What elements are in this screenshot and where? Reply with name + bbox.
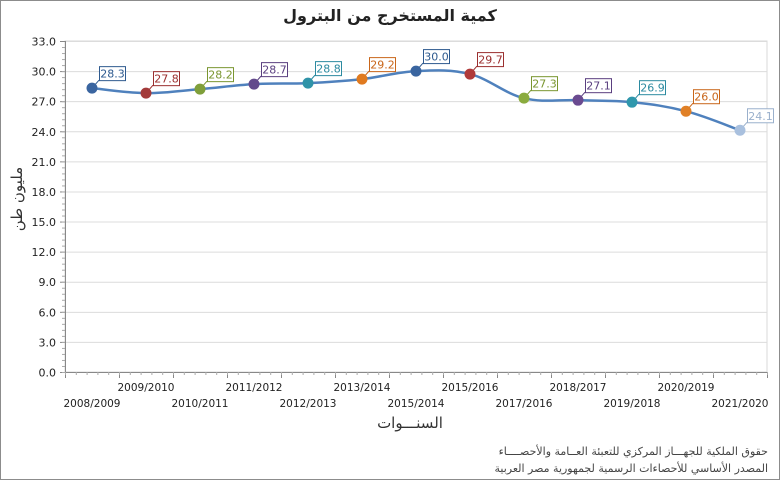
y-tick-label: 6.0 xyxy=(39,306,57,319)
data-point[interactable] xyxy=(626,96,638,108)
y-tick-label: 0.0 xyxy=(39,367,57,380)
data-label-box xyxy=(585,78,612,94)
y-tick-label: 27.0 xyxy=(32,96,57,109)
data-label-box xyxy=(747,108,774,124)
data-label-box xyxy=(315,61,342,77)
data-label: 24.1 xyxy=(748,110,773,123)
y-axis-label-text: مليون طن xyxy=(8,166,26,232)
data-label: 28.7 xyxy=(262,64,287,77)
x-tick-label: 2021/2020 xyxy=(712,398,769,410)
x-tick-label: 2020/2019 xyxy=(658,382,715,394)
data-label: 29.7 xyxy=(478,54,503,67)
data-point[interactable] xyxy=(140,87,152,99)
x-tick-label: 2018/2017 xyxy=(550,382,607,394)
x-tick-label: 2015/2016 xyxy=(442,382,499,394)
x-tick-label: 2015/2014 xyxy=(388,398,445,410)
data-point[interactable] xyxy=(86,82,98,94)
x-tick-label: 2009/2010 xyxy=(118,382,175,394)
data-label-box xyxy=(261,62,288,78)
y-tick-label: 15.0 xyxy=(32,216,57,229)
x-tick-label: 2011/2012 xyxy=(226,382,283,394)
data-label: 28.3 xyxy=(100,68,125,81)
data-point[interactable] xyxy=(248,78,260,90)
series-line xyxy=(91,69,741,132)
data-label-box xyxy=(369,57,396,73)
data-label-box xyxy=(207,67,234,83)
data-label-box xyxy=(531,76,558,92)
data-label-box xyxy=(99,66,126,82)
y-tick-label: 12.0 xyxy=(32,246,57,259)
data-label: 27.3 xyxy=(532,78,557,91)
footer-line-1: حقوق الملكية للجهـــاز المركزي للتعبئة ا… xyxy=(498,445,768,458)
data-label-box xyxy=(693,89,720,105)
data-label: 30.0 xyxy=(424,51,449,64)
data-label-box xyxy=(423,49,450,65)
x-tick-label: 2019/2018 xyxy=(604,398,661,410)
footer-line-2: المصدر الأساسي للأحصاءات الرسمية لجمهوري… xyxy=(494,462,768,475)
data-label: 27.8 xyxy=(154,73,179,86)
data-label: 27.1 xyxy=(586,80,611,93)
data-label-box xyxy=(153,71,180,87)
data-point[interactable] xyxy=(464,68,476,80)
data-point[interactable] xyxy=(302,77,314,89)
data-point[interactable] xyxy=(572,94,584,106)
data-label: 28.2 xyxy=(208,69,233,82)
x-axis-label: السنـــوات xyxy=(377,414,443,432)
data-label: 29.2 xyxy=(370,59,395,72)
y-tick-label: 30.0 xyxy=(32,66,57,79)
data-point[interactable] xyxy=(518,92,530,104)
data-point[interactable] xyxy=(734,124,746,136)
data-label-box xyxy=(639,80,666,96)
y-tick-label: 3.0 xyxy=(39,336,57,349)
data-point[interactable] xyxy=(356,73,368,85)
y-tick-label: 33.0 xyxy=(32,36,57,49)
y-tick-label: 21.0 xyxy=(32,156,57,169)
data-label: 26.0 xyxy=(694,91,719,104)
x-tick-label: 2010/2011 xyxy=(172,398,229,410)
data-label-box xyxy=(477,52,504,68)
y-tick-label: 24.0 xyxy=(32,126,57,139)
data-label: 28.8 xyxy=(316,63,341,76)
y-tick-label: 18.0 xyxy=(32,186,57,199)
x-tick-label: 2008/2009 xyxy=(64,398,121,410)
data-point[interactable] xyxy=(680,105,692,117)
y-tick-label: 9.0 xyxy=(39,276,57,289)
data-point[interactable] xyxy=(194,83,206,95)
data-point[interactable] xyxy=(410,65,422,77)
x-tick-label: 2017/2016 xyxy=(496,398,553,410)
footer-credits: حقوق الملكية للجهـــاز المركزي للتعبئة ا… xyxy=(494,443,768,477)
x-tick-label: 2012/2013 xyxy=(280,398,337,410)
x-tick-label: 2013/2014 xyxy=(334,382,391,394)
chart-title: كمية المستخرج من البترول xyxy=(283,6,497,25)
y-axis-label: مليون طن xyxy=(2,160,32,240)
data-label: 26.9 xyxy=(640,82,665,95)
